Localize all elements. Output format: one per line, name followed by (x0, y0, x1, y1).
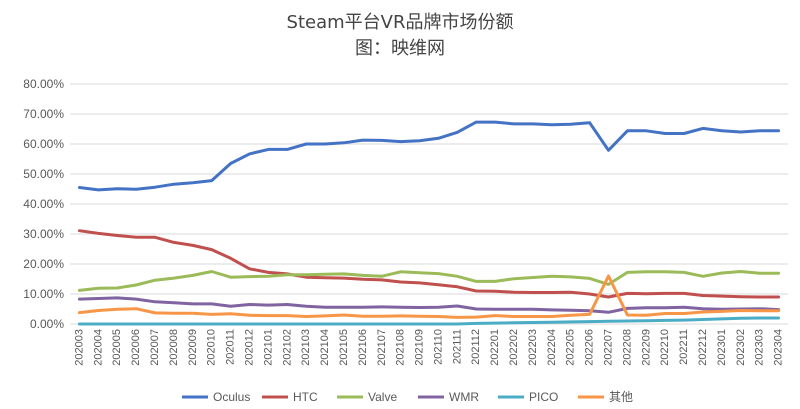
x-tick-label: 202112 (470, 329, 482, 365)
x-axis-ticks: 202003 202004 202005 202006 202007 202008 2020… (73, 329, 784, 366)
x-tick-label: 202010 (206, 329, 218, 366)
x-tick-label: 202301 (716, 329, 728, 366)
legend-label: PICO (529, 390, 558, 404)
gridlines (70, 83, 788, 325)
x-tick-label: 202103 (300, 329, 312, 366)
series-line-Valve (77, 270, 781, 292)
x-tick-label: 202212 (697, 329, 709, 366)
x-tick-label: 202109 (414, 329, 426, 366)
legend-label: WMR (449, 390, 479, 404)
x-tick-label: 202004 (92, 329, 104, 366)
x-tick-label: 202106 (357, 329, 369, 366)
x-tick-label: 202101 (262, 329, 274, 366)
x-tick-label: 202207 (603, 329, 615, 366)
x-tick-label: 202302 (735, 329, 747, 366)
x-tick-label: 202201 (489, 329, 501, 366)
x-tick-label: 202003 (73, 329, 85, 366)
series-line-PICO (77, 316, 781, 326)
y-axis-ticks: 0.00% 10.00% 20.00% 30.00% 40.00% 50.00% 60.00… (23, 77, 64, 331)
x-tick-label: 202205 (565, 329, 577, 366)
x-tick-label: 202104 (319, 329, 331, 366)
x-tick-label: 202303 (754, 329, 766, 366)
x-tick-label: 202210 (659, 329, 671, 366)
y-tick-label: 50.00% (23, 167, 64, 181)
x-tick-label: 202204 (546, 329, 558, 366)
x-tick-label: 202006 (130, 329, 142, 366)
y-tick-label: 70.00% (23, 107, 64, 121)
y-tick-label: 60.00% (23, 137, 64, 151)
x-tick-label: 202203 (527, 329, 539, 366)
x-tick-label: 202005 (111, 329, 123, 366)
series-line-HTC (77, 229, 781, 299)
chart-subtitle: 图：映维网 (355, 38, 445, 59)
y-tick-label: 10.00% (23, 287, 64, 301)
x-tick-label: 202009 (187, 329, 199, 366)
y-tick-label: 80.00% (23, 77, 64, 91)
x-tick-label: 202105 (338, 329, 350, 366)
series-line-其他 (77, 274, 781, 319)
legend-label: HTC (293, 390, 318, 404)
x-tick-label: 202202 (508, 329, 520, 366)
x-tick-label: 202110 (432, 329, 444, 365)
x-tick-label: 202208 (621, 329, 633, 366)
x-tick-label: 202304 (773, 329, 785, 366)
legend-label: 其他 (609, 390, 633, 404)
y-tick-label: 30.00% (23, 227, 64, 241)
legend-label: Oculus (213, 390, 250, 404)
y-tick-label: 40.00% (23, 197, 64, 211)
x-tick-label: 202206 (584, 329, 596, 366)
legend: Oculus HTC Valve WMR PICO 其他 (182, 390, 633, 404)
x-tick-label: 202211 (678, 329, 690, 365)
chart-title: Steam平台VR品牌市场份额 (287, 12, 514, 33)
y-tick-label: 0.00% (30, 317, 64, 331)
series-lines (77, 120, 781, 326)
x-tick-label: 202012 (244, 329, 256, 366)
x-tick-label: 202008 (168, 329, 180, 366)
x-tick-label: 202011 (225, 329, 237, 365)
x-tick-label: 202108 (395, 329, 407, 366)
x-tick-label: 202209 (640, 329, 652, 366)
y-tick-label: 20.00% (23, 257, 64, 271)
x-tick-label: 202107 (376, 329, 388, 366)
series-line-WMR (77, 296, 781, 314)
x-tick-label: 202007 (149, 329, 161, 366)
x-tick-label: 202111 (451, 329, 463, 364)
series-line-Oculus (77, 120, 781, 192)
legend-label: Valve (368, 390, 397, 404)
x-tick-label: 202102 (281, 329, 293, 366)
